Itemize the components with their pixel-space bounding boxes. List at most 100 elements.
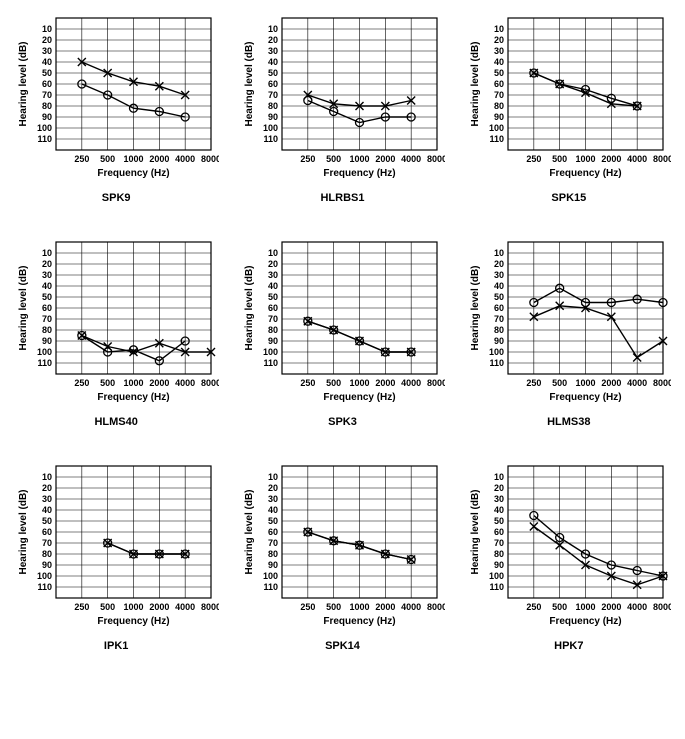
svg-text:110: 110: [263, 582, 278, 592]
svg-text:20: 20: [268, 259, 278, 269]
svg-text:40: 40: [494, 281, 504, 291]
svg-text:90: 90: [268, 112, 278, 122]
svg-text:90: 90: [42, 112, 52, 122]
svg-text:2000: 2000: [602, 602, 622, 612]
svg-text:40: 40: [42, 505, 52, 515]
svg-text:8000: 8000: [201, 154, 219, 164]
svg-text:Hearing level (dB): Hearing level (dB): [470, 265, 481, 350]
svg-text:70: 70: [268, 90, 278, 100]
svg-text:1000: 1000: [123, 602, 143, 612]
svg-text:100: 100: [263, 123, 278, 133]
svg-text:4000: 4000: [175, 602, 195, 612]
svg-text:Hearing level (dB): Hearing level (dB): [18, 265, 29, 350]
svg-text:Frequency (Hz): Frequency (Hz): [550, 168, 622, 179]
svg-text:1000: 1000: [123, 154, 143, 164]
svg-text:4000: 4000: [627, 378, 647, 388]
svg-text:500: 500: [552, 602, 567, 612]
audiogram-chart: 1020304050607080901001102505001000200040…: [10, 458, 222, 652]
svg-text:8000: 8000: [201, 602, 219, 612]
svg-text:Frequency (Hz): Frequency (Hz): [97, 168, 169, 179]
svg-text:10: 10: [42, 472, 52, 482]
svg-text:80: 80: [268, 325, 278, 335]
svg-text:110: 110: [37, 582, 52, 592]
svg-text:8000: 8000: [653, 154, 671, 164]
svg-text:90: 90: [494, 336, 504, 346]
svg-text:50: 50: [268, 68, 278, 78]
svg-text:Frequency (Hz): Frequency (Hz): [97, 392, 169, 403]
svg-text:90: 90: [494, 112, 504, 122]
svg-text:60: 60: [494, 79, 504, 89]
svg-text:60: 60: [268, 527, 278, 537]
chart-title: HLMS40: [94, 416, 137, 428]
svg-text:30: 30: [268, 494, 278, 504]
svg-text:80: 80: [42, 549, 52, 559]
svg-text:110: 110: [37, 358, 52, 368]
svg-text:70: 70: [42, 314, 52, 324]
svg-text:50: 50: [494, 516, 504, 526]
svg-text:20: 20: [42, 35, 52, 45]
svg-text:20: 20: [494, 35, 504, 45]
svg-text:500: 500: [326, 378, 341, 388]
svg-text:70: 70: [268, 314, 278, 324]
svg-text:2000: 2000: [375, 154, 395, 164]
svg-text:110: 110: [37, 134, 52, 144]
audiogram-chart: 1020304050607080901001102505001000200040…: [236, 234, 448, 428]
svg-text:90: 90: [42, 560, 52, 570]
svg-text:10: 10: [494, 24, 504, 34]
svg-text:40: 40: [494, 505, 504, 515]
svg-text:70: 70: [42, 538, 52, 548]
svg-text:8000: 8000: [201, 378, 219, 388]
svg-text:100: 100: [37, 347, 52, 357]
svg-text:80: 80: [494, 325, 504, 335]
svg-text:40: 40: [42, 281, 52, 291]
svg-text:Hearing level (dB): Hearing level (dB): [470, 489, 481, 574]
audiogram-chart: 1020304050607080901001102505001000200040…: [463, 234, 675, 428]
svg-text:30: 30: [42, 494, 52, 504]
svg-text:60: 60: [494, 303, 504, 313]
svg-text:Frequency (Hz): Frequency (Hz): [323, 616, 395, 627]
chart-title: SPK3: [328, 416, 357, 428]
svg-text:500: 500: [100, 378, 115, 388]
svg-text:8000: 8000: [653, 378, 671, 388]
svg-text:50: 50: [494, 292, 504, 302]
svg-text:10: 10: [268, 24, 278, 34]
svg-text:100: 100: [37, 571, 52, 581]
audiogram-chart: 1020304050607080901001102505001000200040…: [10, 234, 222, 428]
svg-text:500: 500: [326, 602, 341, 612]
svg-text:1000: 1000: [576, 154, 596, 164]
svg-text:Hearing level (dB): Hearing level (dB): [18, 41, 29, 126]
svg-text:Frequency (Hz): Frequency (Hz): [97, 616, 169, 627]
audiogram-chart: 1020304050607080901001102505001000200040…: [463, 458, 675, 652]
audiogram-chart: 1020304050607080901001102505001000200040…: [236, 458, 448, 652]
svg-text:60: 60: [268, 79, 278, 89]
svg-text:20: 20: [42, 259, 52, 269]
svg-text:4000: 4000: [175, 154, 195, 164]
svg-text:2000: 2000: [149, 602, 169, 612]
svg-text:250: 250: [527, 602, 542, 612]
audiogram-grid: 1020304050607080901001102505001000200040…: [10, 10, 675, 652]
svg-text:Hearing level (dB): Hearing level (dB): [244, 265, 255, 350]
svg-text:30: 30: [494, 46, 504, 56]
svg-text:Frequency (Hz): Frequency (Hz): [550, 616, 622, 627]
svg-text:250: 250: [74, 154, 89, 164]
svg-text:90: 90: [268, 336, 278, 346]
svg-text:80: 80: [494, 549, 504, 559]
svg-text:250: 250: [527, 154, 542, 164]
svg-text:30: 30: [42, 270, 52, 280]
svg-text:70: 70: [494, 538, 504, 548]
svg-text:100: 100: [489, 123, 504, 133]
svg-text:60: 60: [42, 79, 52, 89]
svg-text:4000: 4000: [401, 602, 421, 612]
svg-text:110: 110: [490, 582, 505, 592]
svg-text:Hearing level (dB): Hearing level (dB): [18, 489, 29, 574]
svg-text:2000: 2000: [375, 378, 395, 388]
svg-text:30: 30: [268, 270, 278, 280]
svg-text:20: 20: [494, 483, 504, 493]
svg-text:110: 110: [490, 358, 505, 368]
svg-text:Frequency (Hz): Frequency (Hz): [323, 392, 395, 403]
svg-text:500: 500: [326, 154, 341, 164]
svg-text:2000: 2000: [149, 378, 169, 388]
svg-text:50: 50: [268, 292, 278, 302]
svg-text:4000: 4000: [401, 378, 421, 388]
svg-text:40: 40: [268, 505, 278, 515]
